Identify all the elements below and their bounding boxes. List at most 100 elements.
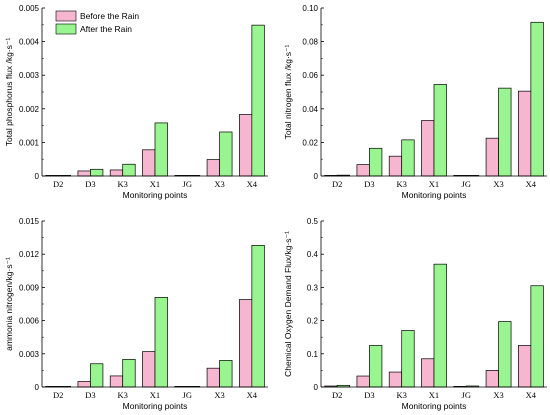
bar-after-d3	[369, 147, 383, 177]
x-tick-label-d2: D2	[332, 390, 342, 400]
y-tick-label: 0	[35, 383, 40, 392]
chart-4: 0 0.1 0.2 0.3 0.4 0.5 D2 D3 K3 X1 JG X3 X4 Monitoring…	[283, 217, 547, 411]
x-axis-label: Monitoring points	[402, 401, 467, 411]
bar-before-x4	[518, 345, 532, 388]
bar-after-x3	[498, 87, 512, 177]
y-tick-label: 0.006	[19, 317, 40, 326]
y-tick-label: 0.002	[19, 105, 40, 114]
y-tick-label: 0.08	[302, 38, 318, 47]
bar-before-x3	[206, 367, 220, 388]
x-tick-label-jg: JG	[462, 390, 471, 400]
bar-after-k3	[401, 330, 415, 388]
bar-after-x1	[433, 263, 447, 388]
bar-after-x4	[530, 21, 544, 177]
bar-after-x4	[251, 24, 265, 177]
bar-before-x1	[421, 120, 435, 177]
x-tick-label-x4: X4	[247, 390, 258, 400]
bar-after-d3	[369, 345, 383, 388]
y-axis-label: Total nitrogen flux /kg·s⁻¹	[283, 44, 293, 139]
bar-after-d3	[90, 168, 104, 177]
bar-after-x3	[498, 321, 512, 388]
y-tick-label: 0	[314, 383, 319, 392]
bar-after-x1	[433, 84, 447, 177]
x-tick-label-jg: JG	[183, 179, 192, 189]
bar-before-x3	[485, 137, 499, 177]
y-tick-label: 0	[35, 172, 40, 181]
legend-swatch-before	[55, 10, 77, 22]
x-tick-label-x1: X1	[429, 390, 439, 400]
y-tick-label: 0	[314, 172, 319, 181]
legend-label-before: Before the Rain	[80, 11, 139, 21]
bar-before-d3	[77, 170, 91, 177]
bar-after-x1	[154, 122, 168, 177]
y-tick-label: 0.001	[19, 138, 40, 147]
bar-after-k3	[122, 358, 136, 388]
x-tick-label-x4: X4	[526, 179, 537, 189]
x-tick-label-d2: D2	[53, 179, 63, 189]
x-tick-label-x3: X3	[214, 179, 224, 189]
bar-before-x3	[485, 370, 499, 388]
x-tick-label-x3: X3	[493, 390, 503, 400]
bar-before-d3	[77, 381, 91, 388]
bar-after-x1	[154, 297, 168, 388]
bar-before-k3	[388, 371, 403, 388]
chart-2: 0 0.02 0.04 0.06 0.08 0.10 D2 D3 K3 X1 JG X3 X4 Monit…	[283, 4, 547, 200]
x-tick-label-x1: X1	[150, 179, 160, 189]
y-tick-label: 0.005	[19, 4, 40, 13]
y-tick-label: 0.06	[302, 71, 318, 80]
x-tick-label-d2: D2	[53, 390, 63, 400]
bar-before-x1	[142, 149, 156, 177]
x-tick-label-k3: K3	[118, 179, 128, 189]
x-tick-label-k3: K3	[397, 390, 407, 400]
y-tick-label: 0.04	[302, 105, 318, 114]
x-tick-label-d3: D3	[364, 179, 374, 189]
x-tick-label-x3: X3	[493, 179, 503, 189]
x-tick-label-x4: X4	[247, 179, 258, 189]
y-tick-label: 0.1	[307, 350, 319, 359]
y-axis-label: ammonia nitrogen/kg·s⁻¹	[4, 257, 14, 351]
y-tick-label: 0.2	[307, 317, 319, 326]
legend-label-after: After the Rain	[80, 24, 132, 34]
bar-after-x3	[219, 131, 233, 177]
y-tick-label: 0.3	[307, 283, 319, 292]
y-tick-label: 0.004	[19, 38, 40, 47]
y-tick-label: 0.015	[19, 217, 40, 226]
bar-before-x4	[239, 299, 253, 388]
y-tick-label: 0.02	[302, 138, 318, 147]
legend-swatch-after	[55, 23, 77, 35]
bar-before-x4	[518, 90, 532, 177]
bar-before-k3	[109, 375, 124, 388]
y-tick-label: 0.003	[19, 350, 40, 359]
bar-after-x3	[219, 360, 233, 388]
x-tick-label-k3: K3	[118, 390, 128, 400]
bar-before-d3	[356, 164, 370, 177]
bar-before-k3	[109, 169, 124, 177]
legend: Before the Rain After the Rain	[55, 10, 139, 35]
bar-after-k3	[401, 139, 415, 177]
y-tick-label: 0.10	[302, 4, 318, 13]
bar-before-x3	[206, 159, 220, 177]
bar-after-k3	[122, 163, 136, 177]
x-tick-label-d3: D3	[364, 390, 374, 400]
y-tick-label: 0.012	[19, 250, 40, 259]
bar-before-x1	[142, 351, 156, 388]
y-tick-label: 0.009	[19, 283, 40, 292]
x-tick-label-x3: X3	[214, 390, 224, 400]
bar-before-x4	[239, 114, 253, 177]
bar-after-x4	[251, 245, 265, 388]
y-axis-label: Total phosphorus flux /kg·s⁻¹	[4, 38, 14, 147]
x-tick-label-x1: X1	[150, 390, 160, 400]
x-tick-label-jg: JG	[462, 179, 471, 189]
y-axis-label: Chemical Oxygen Demand Flux/kg·s⁻¹	[283, 231, 293, 377]
y-tick-label: 0.4	[307, 250, 319, 259]
x-tick-label-d3: D3	[85, 390, 95, 400]
x-tick-label-k3: K3	[397, 179, 407, 189]
bar-after-d3	[90, 363, 104, 388]
chart-3: 0 0.003 0.006 0.009 0.012 0.015 D2 D3 K3 X1 JG X3 X4…	[4, 217, 268, 411]
y-tick-label: 0.003	[19, 71, 40, 80]
y-tick-label: 0.5	[307, 217, 319, 226]
x-axis-label: Monitoring points	[402, 190, 467, 200]
x-tick-label-x4: X4	[526, 390, 537, 400]
x-tick-label-d3: D3	[85, 179, 95, 189]
x-axis-label: Monitoring points	[123, 190, 188, 200]
